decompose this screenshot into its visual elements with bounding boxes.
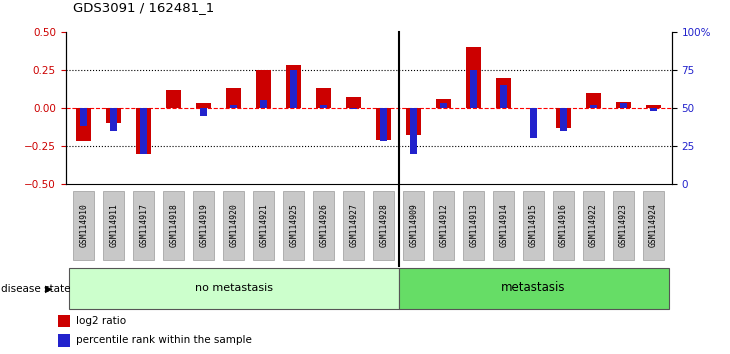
Text: GSM114924: GSM114924	[649, 203, 658, 247]
Text: percentile rank within the sample: percentile rank within the sample	[77, 335, 253, 346]
Text: GSM114911: GSM114911	[110, 203, 118, 247]
Text: GSM114917: GSM114917	[139, 203, 148, 247]
Text: ▶: ▶	[45, 284, 53, 293]
Bar	[226, 88, 241, 108]
Bar	[620, 103, 627, 108]
Bar	[106, 108, 121, 123]
Text: GSM114914: GSM114914	[499, 203, 508, 247]
Bar	[650, 108, 657, 111]
Bar	[110, 108, 118, 131]
Text: GSM114912: GSM114912	[439, 203, 448, 247]
Bar	[463, 190, 485, 260]
Text: GSM114922: GSM114922	[589, 203, 598, 247]
Bar	[346, 97, 361, 108]
Text: disease state: disease state	[1, 284, 70, 293]
Bar	[406, 108, 421, 135]
Bar	[58, 315, 70, 327]
Text: GSM114918: GSM114918	[169, 203, 178, 247]
Bar	[496, 78, 511, 108]
Bar	[253, 190, 274, 260]
Bar	[73, 190, 94, 260]
Bar	[433, 190, 455, 260]
Text: GSM114921: GSM114921	[259, 203, 268, 247]
Bar	[466, 47, 481, 108]
Text: GSM114909: GSM114909	[409, 203, 418, 247]
Bar	[320, 105, 328, 108]
Bar	[500, 85, 507, 108]
Text: GSM114916: GSM114916	[559, 203, 568, 247]
Bar	[76, 108, 91, 142]
Bar	[493, 190, 515, 260]
Bar	[80, 108, 88, 126]
Text: GSM114926: GSM114926	[319, 203, 328, 247]
Bar	[223, 190, 245, 260]
Bar	[399, 268, 669, 309]
Bar	[556, 108, 571, 128]
Bar	[646, 105, 661, 108]
Bar	[230, 105, 237, 108]
Bar	[586, 93, 601, 108]
Bar	[376, 108, 391, 140]
Text: GSM114925: GSM114925	[289, 203, 298, 247]
Bar	[380, 108, 388, 142]
Bar	[350, 108, 358, 109]
Text: GDS3091 / 162481_1: GDS3091 / 162481_1	[73, 1, 214, 14]
Bar	[436, 99, 451, 108]
Bar	[200, 108, 207, 115]
Text: GSM114920: GSM114920	[229, 203, 238, 247]
Text: no metastasis: no metastasis	[195, 282, 273, 293]
Bar	[103, 190, 125, 260]
Bar	[58, 334, 70, 347]
Bar	[256, 70, 271, 108]
Bar	[290, 70, 297, 108]
Bar	[137, 108, 151, 154]
Bar	[616, 102, 631, 108]
Text: GSM114915: GSM114915	[529, 203, 538, 247]
Bar	[373, 190, 394, 260]
Bar	[643, 190, 664, 260]
Bar	[196, 103, 211, 108]
Bar	[612, 190, 634, 260]
Bar	[410, 108, 418, 154]
Bar	[69, 268, 399, 309]
Bar	[283, 190, 304, 260]
Bar	[560, 108, 567, 131]
Bar	[403, 190, 424, 260]
Text: GSM114919: GSM114919	[199, 203, 208, 247]
Bar	[316, 88, 331, 108]
Bar	[440, 103, 447, 108]
Bar	[470, 70, 477, 108]
Text: GSM114928: GSM114928	[379, 203, 388, 247]
Bar	[133, 190, 155, 260]
Text: GSM114910: GSM114910	[79, 203, 88, 247]
Bar	[193, 190, 215, 260]
Text: log2 ratio: log2 ratio	[77, 316, 126, 326]
Bar	[583, 190, 604, 260]
Text: GSM114923: GSM114923	[619, 203, 628, 247]
Text: GSM114927: GSM114927	[349, 203, 358, 247]
Text: GSM114913: GSM114913	[469, 203, 478, 247]
Bar	[313, 190, 334, 260]
Bar	[260, 101, 267, 108]
Bar	[163, 190, 185, 260]
Bar	[590, 105, 597, 108]
Bar	[166, 90, 181, 108]
Bar	[523, 190, 545, 260]
Text: metastasis: metastasis	[502, 281, 566, 294]
Bar	[286, 65, 301, 108]
Bar	[343, 190, 364, 260]
Bar	[140, 108, 147, 154]
Bar	[530, 108, 537, 138]
Bar	[553, 190, 575, 260]
